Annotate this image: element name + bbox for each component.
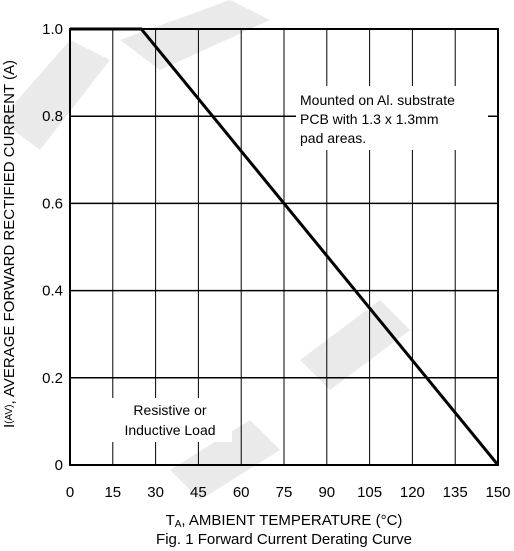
x-axis-title: TA, AMBIENT TEMPERATURE (°C) [166,512,403,530]
y-tick-label: 1.0 [42,21,63,38]
plot-border [69,28,499,466]
load-note-line-1: Resistive or [133,402,206,418]
x-tick-label: 15 [104,484,121,501]
x-axis-title-main: T [166,512,175,529]
chart-title: Fig. 1 Forward Current Derating Curve [156,531,412,548]
y-tick-label: 0.8 [42,108,63,125]
x-tick-label: 105 [357,484,382,501]
y-tick-label: 0.2 [42,370,63,387]
mounting-note-line-2: PCB with 1.3 x 1.3mm [300,111,439,127]
mounting-note-background [296,86,488,150]
mounting-note-line-1: Mounted on Al. substrate [300,92,455,108]
x-tick-label: 120 [400,484,425,501]
y-tick-label: 0 [55,457,63,474]
load-note-line-2: Inductive Load [124,422,215,438]
y-axis-title-main: I [1,424,18,428]
y-axis-title: I(AV), AVERAGE FORWARD RECTIFIED CURRENT… [1,60,18,428]
x-tick-label: 150 [485,484,510,501]
x-tick-label: 135 [443,484,468,501]
x-tick-label: 90 [318,484,335,501]
load-note-background [108,398,232,442]
y-axis-title-rest: , AVERAGE FORWARD RECTIFIED CURRENT (A) [1,60,18,404]
x-tick-label: 30 [147,484,164,501]
y-tick-labels: 0 0.2 0.4 0.6 0.8 1.0 [42,21,63,474]
y-tick-label: 0.6 [42,195,63,212]
x-axis-title-rest: , AMBIENT TEMPERATURE (°C) [181,512,402,529]
x-tick-label: 0 [66,484,74,501]
y-tick-label: 0.4 [42,283,63,300]
y-axis-title-subscript: (AV) [4,405,15,424]
x-tick-label: 75 [276,484,293,501]
derating-curve-line [70,27,500,466]
x-tick-labels: 0 15 30 45 60 75 90 105 120 135 150 [66,484,511,501]
x-tick-label: 45 [190,484,207,501]
x-tick-label: 60 [233,484,250,501]
x-axis-title-subscript: A [175,519,182,530]
mounting-note-line-3: pad areas. [300,130,366,146]
